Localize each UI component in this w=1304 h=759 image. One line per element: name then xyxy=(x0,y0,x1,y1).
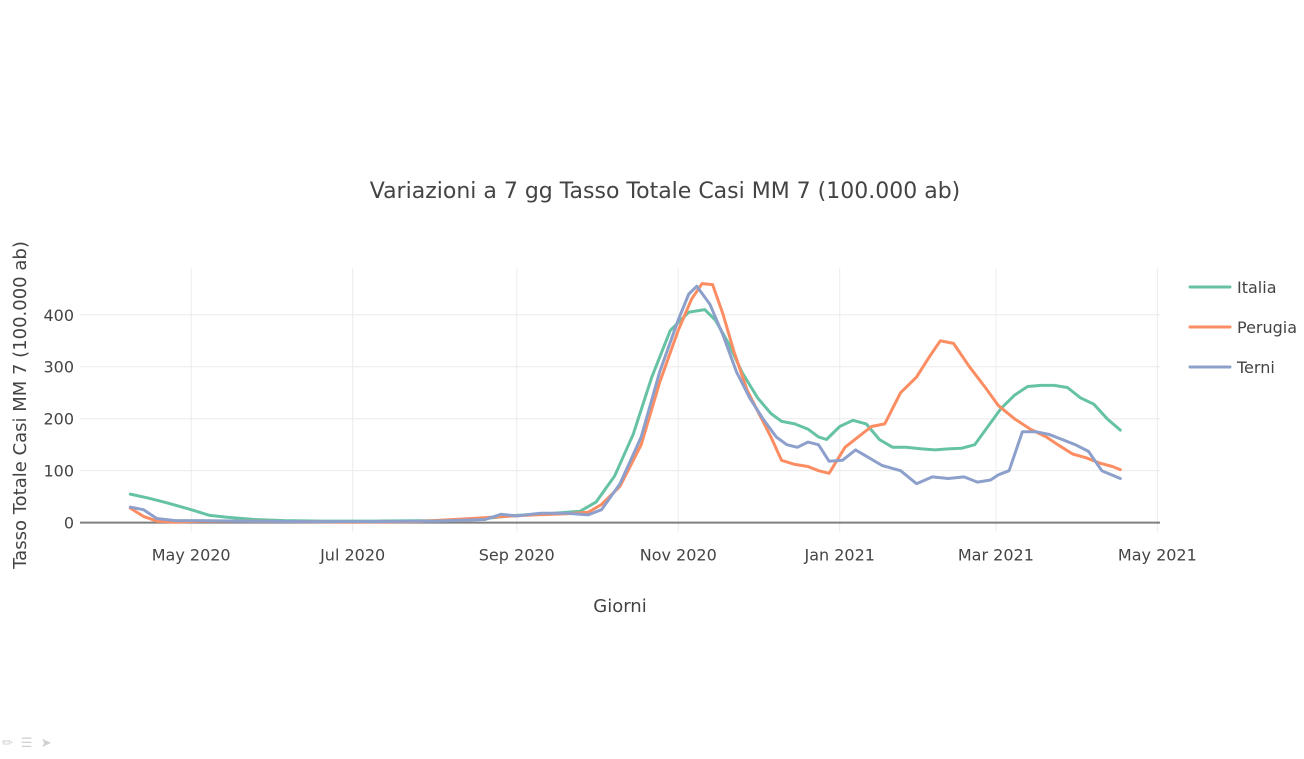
arrow-right-icon[interactable]: ➤ xyxy=(40,736,52,751)
y-tick-label: 100 xyxy=(43,462,74,481)
y-tick-label: 400 xyxy=(43,306,74,325)
x-tick-label: May 2020 xyxy=(152,546,231,565)
grid-lines xyxy=(80,268,1160,532)
y-tick-label: 300 xyxy=(43,358,74,377)
pen-icon[interactable]: ✏ xyxy=(2,736,13,751)
series-line-italia[interactable] xyxy=(128,308,1122,523)
legend-item-italia[interactable]: Italia xyxy=(1188,278,1277,297)
y-tick-label: 200 xyxy=(43,410,74,429)
legend-label: Perugia xyxy=(1237,318,1297,337)
x-axis-title: Giorni xyxy=(593,596,646,617)
x-tick-label: May 2021 xyxy=(1118,546,1197,565)
series-lines[interactable] xyxy=(128,282,1122,524)
menu-icon[interactable]: ☰ xyxy=(20,736,33,751)
chart-title: Variazioni a 7 gg Tasso Totale Casi MM 7… xyxy=(370,179,961,204)
legend-item-perugia[interactable]: Perugia xyxy=(1188,318,1297,337)
x-tick-label: Jan 2021 xyxy=(803,546,874,565)
legend[interactable]: Italia Perugia Terni xyxy=(1188,278,1297,377)
y-axis-ticks: 0 100 200 300 400 xyxy=(43,306,74,533)
x-tick-label: Mar 2021 xyxy=(958,546,1034,565)
x-tick-label: Sep 2020 xyxy=(479,546,555,565)
series-line-terni[interactable] xyxy=(128,284,1122,524)
legend-label: Terni xyxy=(1236,358,1275,377)
legend-label: Italia xyxy=(1237,278,1277,297)
plot-area xyxy=(80,268,1160,532)
toolbar: ✏ ☰ ➤ xyxy=(2,736,51,751)
x-tick-label: Nov 2020 xyxy=(640,546,717,565)
x-axis-ticks: May 2020 Jul 2020 Sep 2020 Nov 2020 Jan 2021… xyxy=(152,546,1197,565)
x-tick-label: Jul 2020 xyxy=(319,546,385,565)
series-line-perugia[interactable] xyxy=(128,282,1122,524)
y-tick-label: 0 xyxy=(64,514,74,533)
y-axis-title: Tasso Totale Casi MM 7 (100.000 ab) xyxy=(10,241,31,570)
legend-item-terni[interactable]: Terni xyxy=(1188,358,1275,377)
